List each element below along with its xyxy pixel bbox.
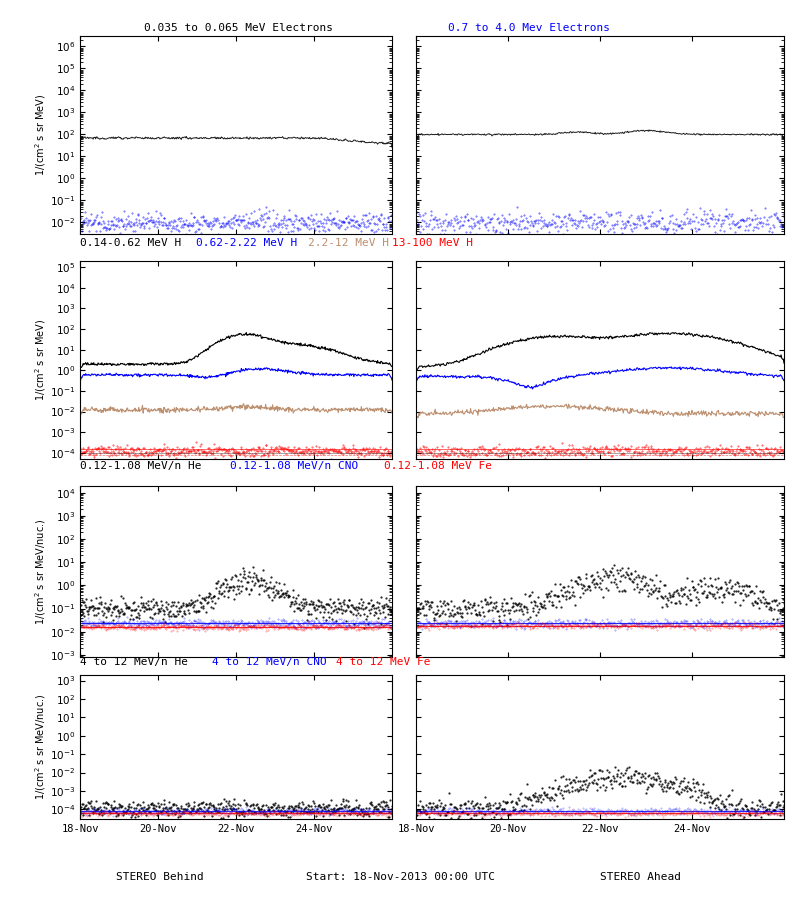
Text: 0.12-1.08 MeV/n CNO: 0.12-1.08 MeV/n CNO xyxy=(230,461,358,471)
Y-axis label: 1/(cm$^2$ s sr MeV): 1/(cm$^2$ s sr MeV) xyxy=(34,94,48,176)
Text: 0.14-0.62 MeV H: 0.14-0.62 MeV H xyxy=(80,238,182,248)
Text: STEREO Behind: STEREO Behind xyxy=(116,872,204,882)
Y-axis label: 1/(cm$^2$ s sr MeV): 1/(cm$^2$ s sr MeV) xyxy=(34,319,48,401)
Text: Start: 18-Nov-2013 00:00 UTC: Start: 18-Nov-2013 00:00 UTC xyxy=(306,872,494,882)
Text: 0.62-2.22 MeV H: 0.62-2.22 MeV H xyxy=(196,238,298,248)
Text: 2.2-12 MeV H: 2.2-12 MeV H xyxy=(308,238,389,248)
Text: 4 to 12 MeV Fe: 4 to 12 MeV Fe xyxy=(336,657,430,667)
Text: STEREO Ahead: STEREO Ahead xyxy=(599,872,681,882)
Y-axis label: 1/(cm$^2$ s sr MeV/nuc.): 1/(cm$^2$ s sr MeV/nuc.) xyxy=(34,518,48,625)
Text: 0.12-1.08 MeV/n He: 0.12-1.08 MeV/n He xyxy=(80,461,202,471)
Text: 0.035 to 0.065 MeV Electrons: 0.035 to 0.065 MeV Electrons xyxy=(144,23,333,33)
Text: 4 to 12 MeV/n CNO: 4 to 12 MeV/n CNO xyxy=(212,657,326,667)
Text: 0.12-1.08 MeV Fe: 0.12-1.08 MeV Fe xyxy=(384,461,492,471)
Y-axis label: 1/(cm$^2$ s sr MeV/nuc.): 1/(cm$^2$ s sr MeV/nuc.) xyxy=(34,694,48,800)
Text: 4 to 12 MeV/n He: 4 to 12 MeV/n He xyxy=(80,657,188,667)
Text: 0.7 to 4.0 Mev Electrons: 0.7 to 4.0 Mev Electrons xyxy=(448,23,610,33)
Text: 13-100 MeV H: 13-100 MeV H xyxy=(392,238,473,248)
